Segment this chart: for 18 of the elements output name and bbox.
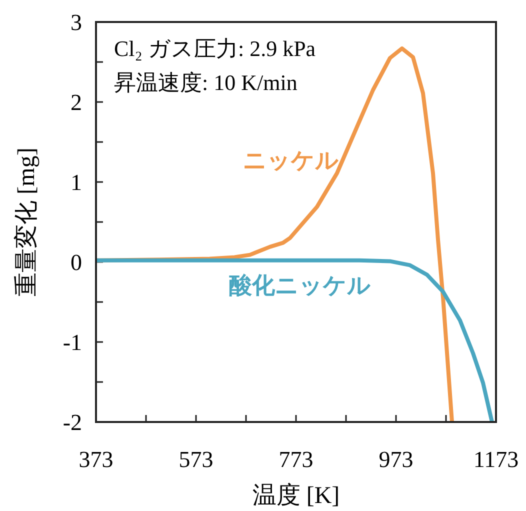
y-tick-label: -1 xyxy=(62,330,82,355)
y-tick-label: 3 xyxy=(70,10,82,35)
y-tick-label: 1 xyxy=(70,170,82,195)
x-tick-label: 973 xyxy=(378,447,414,472)
x-axis-title: 温度 [K] xyxy=(252,482,340,509)
x-tick-label: 573 xyxy=(178,447,214,472)
y-tick-label: -2 xyxy=(62,410,82,435)
x-tick-label: 373 xyxy=(78,447,114,472)
y-tick-label: 0 xyxy=(70,250,82,275)
y-axis-title: 重量変化 [mg] xyxy=(13,148,40,296)
y-tick-label: 2 xyxy=(70,90,82,115)
line-series xyxy=(96,258,494,422)
series-label: ニッケル xyxy=(243,148,339,174)
x-tick-label: 1173 xyxy=(473,447,519,472)
series-label: 酸化ニッケル xyxy=(229,273,371,299)
annotation: 昇温速度: 10 K/min xyxy=(114,70,298,95)
x-tick-label: 773 xyxy=(278,447,314,472)
annotation: Cl₂ ガス圧力: 2.9 kPa xyxy=(114,36,316,61)
